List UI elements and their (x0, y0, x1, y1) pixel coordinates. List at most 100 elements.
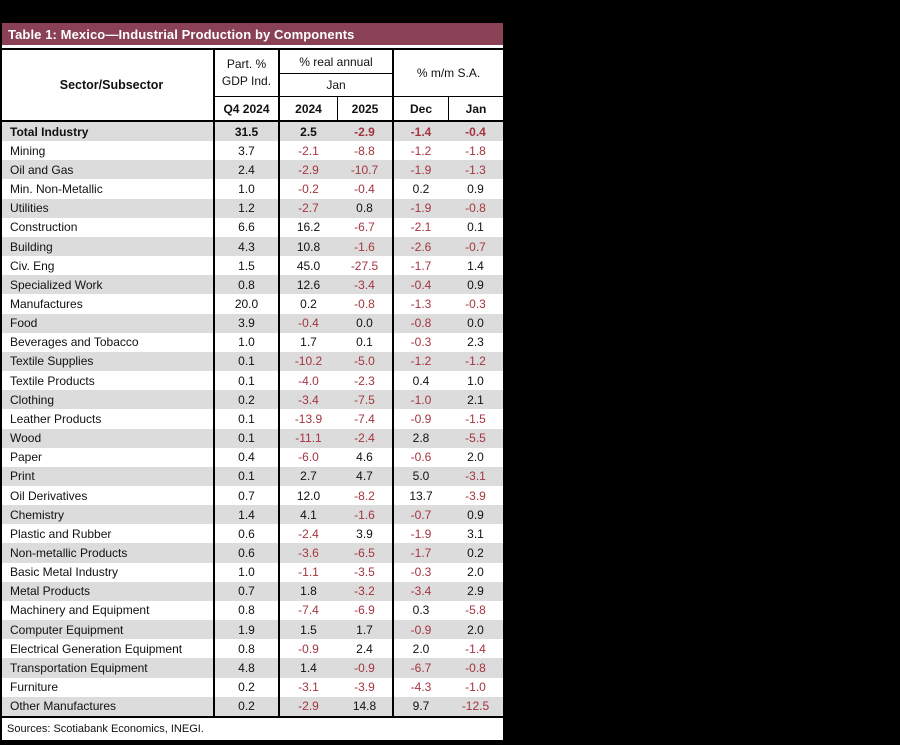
value-cell: -27.5 (350, 258, 379, 273)
sector-name: Chemistry (10, 507, 65, 522)
sector-name: Textile Supplies (10, 354, 94, 369)
value-cell: 0.1 (467, 220, 484, 235)
sector-name: Specialized Work (10, 277, 103, 292)
value-cell: -0.3 (392, 332, 448, 352)
column-header-q4-2024: Q4 2024 (213, 96, 278, 120)
value-cell: -5.0 (354, 354, 375, 369)
column-group-real-annual: % real annual (278, 50, 392, 74)
value-cell: -10.2 (278, 351, 337, 372)
value-cell: 4.3 (213, 236, 278, 257)
value-cell: 2.0 (467, 565, 484, 580)
column-header-2025: 2025 (337, 96, 392, 120)
value-cell: -0.6 (392, 447, 448, 467)
value-cell: 13.7 (392, 485, 448, 506)
sector-name: Electrical Generation Equipment (10, 641, 183, 656)
value-cell: -1.2 (465, 354, 486, 369)
column-group-mm-sa: % m/m S.A. (392, 50, 503, 96)
value-cell: -0.9 (392, 620, 448, 640)
table-row: Clothing 0.2 -3.4 -7.5 -1.0 2.1 (2, 390, 503, 410)
value-cell: -1.7 (392, 543, 448, 563)
value-cell: -4.0 (278, 371, 337, 391)
column-header-jan-mm: Jan (448, 96, 503, 120)
value-cell: 0.8 (213, 639, 278, 659)
value-cell: 10.8 (278, 236, 337, 257)
table-row: Manufactures 20.0 0.2 -0.8 -1.3 -0.3 (2, 294, 503, 314)
value-cell: -5.5 (465, 431, 486, 446)
value-cell: -8.8 (354, 143, 375, 158)
value-cell: -3.6 (278, 543, 337, 563)
value-cell: -1.6 (354, 507, 375, 522)
table-row: Utilities 1.2 -2.7 0.8 -1.9 -0.8 (2, 198, 503, 218)
value-cell: 0.4 (213, 447, 278, 467)
table-header: Sector/Subsector Part. % GDP Ind. % real… (2, 50, 503, 120)
sector-name: Construction (10, 220, 78, 235)
table-row: Textile Supplies 0.1 -10.2 -5.0 -1.2 -1.2 (2, 351, 503, 372)
table-row: Plastic and Rubber 0.6 -2.4 3.9 -1.9 3.1 (2, 524, 503, 544)
value-cell: 0.1 (213, 409, 278, 429)
value-cell: 0.2 (213, 696, 278, 716)
value-cell: 4.7 (356, 469, 373, 484)
value-cell: -1.5 (465, 411, 486, 426)
value-cell: 1.4 (467, 258, 484, 273)
value-cell: -2.1 (392, 217, 448, 237)
value-cell: -3.4 (278, 390, 337, 410)
column-header-dec: Dec (392, 96, 448, 120)
value-cell: -1.0 (465, 680, 486, 695)
value-cell: -0.4 (392, 275, 448, 295)
value-cell: 1.0 (467, 373, 484, 388)
value-cell: -0.3 (392, 562, 448, 582)
table-row: Total Industry 31.5 2.5 -2.9 -1.4 -0.4 (2, 122, 503, 142)
sector-name: Print (10, 469, 35, 484)
value-cell: 14.8 (352, 699, 377, 714)
sector-name: Building (10, 239, 53, 254)
value-cell: 12.6 (278, 275, 337, 295)
value-cell: 0.8 (213, 600, 278, 621)
column-header-2024: 2024 (278, 96, 337, 120)
sector-name: Manufactures (10, 296, 83, 311)
value-cell: 2.0 (467, 622, 484, 637)
value-cell: 1.8 (278, 581, 337, 601)
value-cell: 0.1 (356, 335, 373, 350)
value-cell: 0.2 (278, 294, 337, 314)
table-row: Basic Metal Industry 1.0 -1.1 -3.5 -0.3 2.0 (2, 562, 503, 582)
sources-note: Sources: Scotiabank Economics, INEGI. (7, 722, 204, 735)
value-cell: -12.5 (461, 699, 490, 714)
sector-name: Transportation Equipment (10, 660, 148, 675)
table-row: Machinery and Equipment 0.8 -7.4 -6.9 0.3 -5.… (2, 600, 503, 621)
value-cell: 0.1 (213, 466, 278, 486)
value-cell: -2.4 (354, 431, 375, 446)
value-cell: -1.2 (392, 141, 448, 161)
value-cell: 2.7 (278, 466, 337, 486)
value-cell: -1.2 (392, 351, 448, 372)
value-cell: -0.8 (392, 313, 448, 333)
sector-name: Beverages and Tobacco (10, 335, 139, 350)
table-row: Construction 6.6 16.2 -6.7 -2.1 0.1 (2, 217, 503, 237)
table-title-bar: Table 1: Mexico—Industrial Production by… (2, 23, 503, 45)
value-cell: -3.1 (465, 469, 486, 484)
table-row: Non-metallic Products 0.6 -3.6 -6.5 -1.7 0.2 (2, 543, 503, 563)
value-cell: -0.4 (354, 182, 375, 197)
value-cell: -7.4 (278, 600, 337, 621)
sector-name: Utilities (10, 201, 49, 216)
value-cell: 1.4 (278, 658, 337, 678)
value-cell: 0.9 (467, 277, 484, 292)
value-cell: -3.9 (465, 488, 486, 503)
value-cell: -0.4 (278, 313, 337, 333)
value-cell: 0.7 (213, 485, 278, 506)
sector-name: Textile Products (10, 373, 95, 388)
value-cell: 31.5 (213, 122, 278, 142)
value-cell: -2.4 (278, 524, 337, 544)
sector-name: Clothing (10, 392, 55, 407)
column-subheader-jan: Jan (278, 74, 392, 96)
value-cell: -2.9 (354, 124, 375, 139)
value-cell: 1.5 (278, 620, 337, 640)
value-cell: -1.8 (465, 143, 486, 158)
value-cell: -6.0 (278, 447, 337, 467)
value-cell: 2.4 (356, 641, 373, 656)
sector-name: Other Manufactures (10, 699, 117, 714)
value-cell: 3.1 (467, 526, 484, 541)
value-cell: 0.1 (213, 351, 278, 372)
value-cell: 0.0 (467, 316, 484, 331)
value-cell: -0.8 (465, 201, 486, 216)
value-cell: -8.2 (354, 488, 375, 503)
